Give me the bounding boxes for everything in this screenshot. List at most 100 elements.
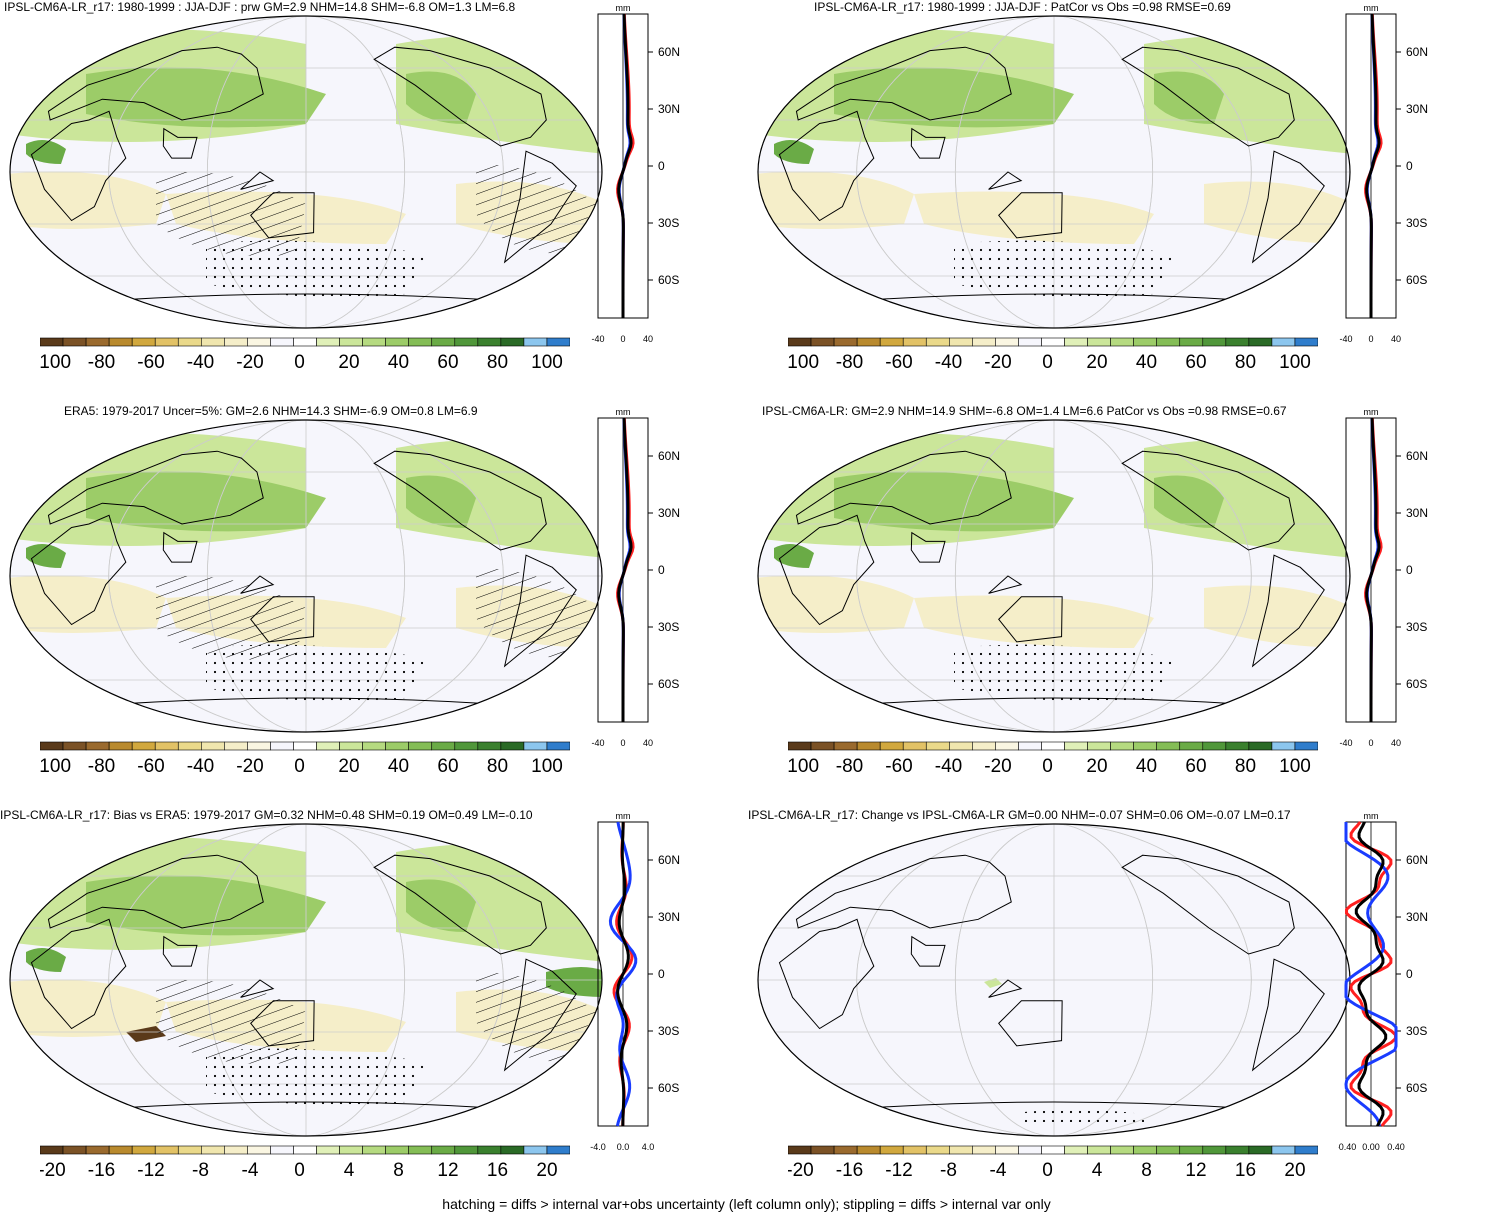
map-border [757,419,1351,733]
lat-tick-label: 30N [658,910,680,924]
colorbar-swatch [972,741,996,751]
stippling-region [954,644,1174,702]
lat-tick-label: 30S [658,1024,679,1038]
coastline [373,854,547,955]
value-tick-label: 0 [1368,738,1373,748]
colorbar-swatch [810,741,835,751]
colorbar-swatch [339,741,363,751]
colorbar-swatch [1225,741,1250,751]
colorbar-swatch [477,337,502,347]
coastline [778,110,875,222]
colorbar-swatch [1041,1145,1065,1155]
colorbar-swatch [339,1145,363,1155]
graticule-meridian [206,824,406,1136]
colorbar-swatch [995,1145,1019,1155]
zonal-line-mean [1365,417,1381,723]
map-plot [757,15,1351,329]
value-tick-label: 40 [643,738,653,748]
colorbar-swatch [925,741,950,751]
hatching-region [476,568,596,658]
coastline [910,127,946,159]
zonal-mean-plot: mm 60N 30N 0 30S 60S -40 0 40 [591,407,680,748]
colorbar-swatch [247,1145,271,1155]
colorbar-swatch [62,337,87,347]
graticule-meridian [206,420,406,732]
hatching-region [156,172,306,256]
colorbar-swatch [1294,741,1318,751]
value-tick-label: 0 [620,738,625,748]
colorbar-swatch [247,337,271,347]
colorbar-swatch [85,337,110,347]
colorbar-label: -60 [137,352,164,373]
colorbar-swatch [902,337,927,347]
colorbar-label: 40 [388,756,409,777]
colorbar-swatch [1133,1145,1157,1155]
colorbar-label: 100 [531,756,563,777]
colorbar-swatch [1248,741,1273,751]
lat-tick-label: 60N [1406,449,1428,463]
panel-p5: IPSL-CM6A-LR_r17: Bias vs ERA5: 1979-201… [0,808,746,1212]
colorbar-label: -100 [788,352,819,373]
colorbar-label: 4 [344,1160,355,1181]
colorbar-swatch [431,337,456,347]
colorbar-label: 20 [1284,1160,1305,1181]
colorbar-swatch [1179,337,1204,347]
colorbar-swatch [108,337,133,347]
colorbar-label: -8 [192,1160,209,1181]
colorbar-swatch [546,741,570,751]
map-border [9,823,603,1137]
zonal-mean-plot: mm 60N 30N 0 30S 60S -4.0 0.0 4.0 [590,811,680,1152]
colorbar-swatch [293,337,317,347]
shaded-field [546,967,602,997]
value-tick-label: 0.40 [1387,1142,1405,1152]
coastline [162,127,198,159]
zonal-unit-label: mm [1364,811,1379,821]
colorbar-swatch [270,337,294,347]
colorbar-swatch [523,1145,548,1155]
colorbar-swatch [85,741,110,751]
coastline [795,450,1012,525]
colorbar-swatch [224,337,248,347]
value-tick-label: 0.00 [1362,1142,1380,1152]
lat-tick-label: 30N [658,102,680,116]
colorbar: -100 -80 -60 -40 -20 0 20 40 60 80 100 [788,741,1318,777]
colorbar-swatch [408,337,433,347]
colorbar-label: -80 [836,756,863,777]
value-tick-label: 0 [1368,334,1373,344]
coastline [1121,450,1295,551]
coastline [1251,554,1325,668]
colorbar-swatch [1110,741,1134,751]
colorbar-swatch [879,741,904,751]
colorbar-label: -20 [984,756,1011,777]
colorbar-swatch [1179,741,1204,751]
colorbar-label: 8 [1141,1160,1152,1181]
graticule-meridian [954,420,1154,732]
stippling-region [206,1048,426,1106]
coastline [240,979,275,998]
colorbar-label: -20 [236,352,263,373]
colorbar-swatch [62,741,87,751]
colorbar-label: 0 [294,352,305,373]
colorbar-swatch [879,337,904,347]
colorbar-label: -20 [236,756,263,777]
colorbar-label: 80 [1235,352,1256,373]
colorbar-swatch [177,337,202,347]
shaded-field [1154,475,1224,528]
colorbar-swatch [995,741,1019,751]
lat-tick-label: 0 [658,967,665,981]
figure-caption: hatching = diffs > internal var+obs unce… [442,1196,1051,1212]
colorbar-swatch [856,741,881,751]
shaded-field [10,575,166,633]
coastline [47,854,264,929]
lat-tick-label: 60N [1406,853,1428,867]
shaded-field [406,475,476,528]
value-tick-label: 40 [643,334,653,344]
zonal-line-mean [1365,13,1381,319]
panel-title: IPSL-CM6A-LR_r17: Bias vs ERA5: 1979-201… [0,808,533,822]
colorbar-swatch [154,1145,179,1155]
colorbar-swatch [177,1145,202,1155]
colorbar-swatch [339,337,363,347]
colorbar-label: 20 [338,352,359,373]
colorbar-swatch [385,337,409,347]
colorbar-label: -40 [935,756,962,777]
